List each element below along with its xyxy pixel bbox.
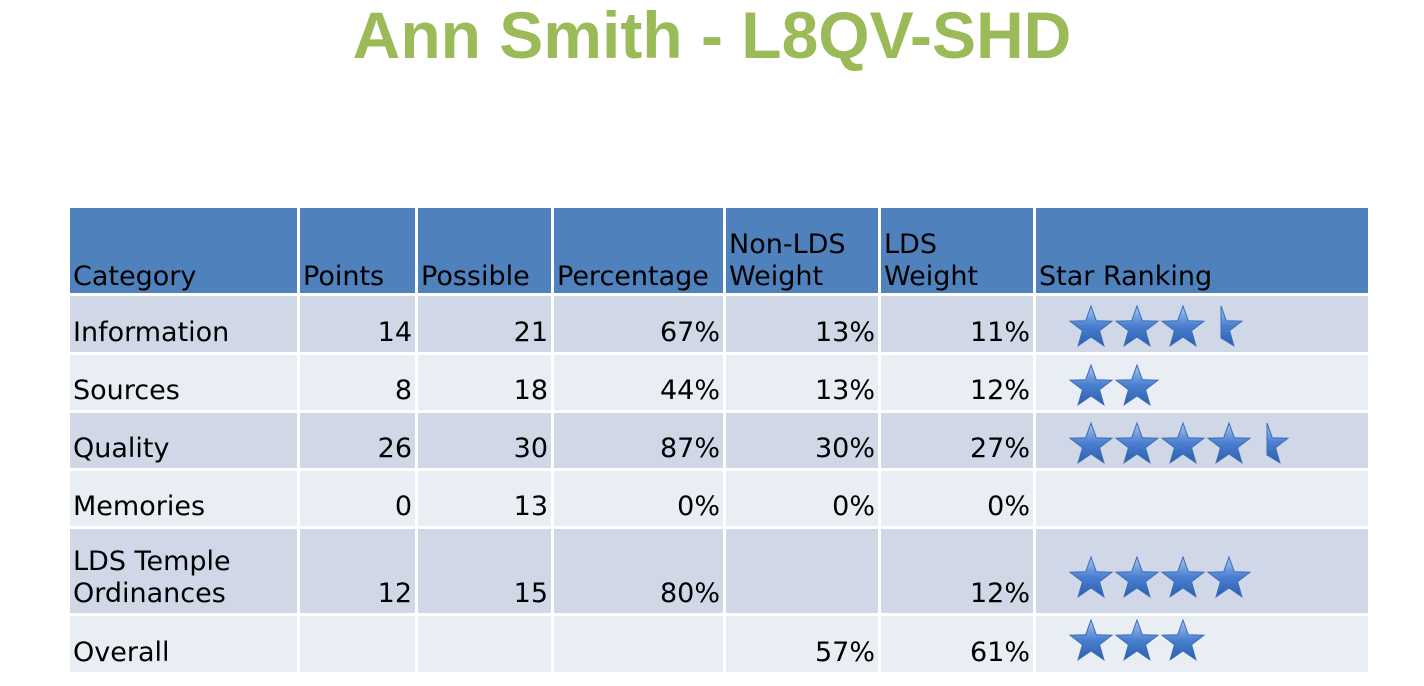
page-title: Ann Smith - L8QV-SHD bbox=[352, 0, 1072, 72]
category-cell: Memories bbox=[70, 471, 297, 526]
percentage-cell: 87% bbox=[554, 413, 723, 468]
star-rating bbox=[1068, 304, 1244, 347]
table-row: Overall 57% 61% bbox=[70, 616, 1368, 672]
points-cell: 12 bbox=[300, 529, 415, 613]
star-ranking-cell bbox=[1036, 471, 1368, 526]
possible-cell: 30 bbox=[418, 413, 551, 468]
table-row: Information 14 21 67% 13% 11% bbox=[70, 296, 1368, 352]
star-icon bbox=[1114, 304, 1160, 347]
category-cell: Information bbox=[70, 296, 297, 352]
points-cell: 8 bbox=[300, 355, 415, 410]
header-non-lds-weight: Non-LDS Weight bbox=[726, 208, 878, 293]
category-cell: LDS Temple Ordinances bbox=[70, 529, 297, 613]
star-icon bbox=[1068, 555, 1114, 598]
header-row: Category Points Possible Percentage Non-… bbox=[70, 208, 1368, 293]
star-icon bbox=[1114, 618, 1160, 661]
non-lds-weight-cell: 57% bbox=[726, 616, 878, 672]
star-rating bbox=[1068, 555, 1252, 598]
star-icon bbox=[1160, 618, 1206, 661]
star-icon bbox=[1206, 421, 1252, 464]
star-rating bbox=[1068, 618, 1206, 661]
points-cell bbox=[300, 616, 415, 672]
star-icon bbox=[1160, 421, 1206, 464]
star-icon bbox=[1114, 421, 1160, 464]
star-icon bbox=[1114, 363, 1160, 406]
star-ranking-cell bbox=[1036, 296, 1368, 352]
points-cell: 0 bbox=[300, 471, 415, 526]
possible-cell: 15 bbox=[418, 529, 551, 613]
possible-cell bbox=[418, 616, 551, 672]
percentage-cell: 44% bbox=[554, 355, 723, 410]
star-icon bbox=[1206, 555, 1252, 598]
star-ranking-cell bbox=[1036, 616, 1368, 672]
header-possible: Possible bbox=[418, 208, 551, 293]
table-row: Sources 8 18 44% 13% 12% bbox=[70, 355, 1368, 410]
star-rating bbox=[1068, 363, 1160, 406]
non-lds-weight-cell: 13% bbox=[726, 296, 878, 352]
star-icon bbox=[1068, 304, 1114, 347]
table-row: LDS Temple Ordinances 12 15 80% 12% bbox=[70, 529, 1368, 613]
percentage-cell: 0% bbox=[554, 471, 723, 526]
lds-weight-cell: 0% bbox=[881, 471, 1033, 526]
star-ranking-cell bbox=[1036, 529, 1368, 613]
header-lds-weight: LDS Weight bbox=[881, 208, 1033, 293]
lds-weight-cell: 11% bbox=[881, 296, 1033, 352]
percentage-cell: 67% bbox=[554, 296, 723, 352]
star-ranking-cell bbox=[1036, 413, 1368, 468]
non-lds-weight-cell: 13% bbox=[726, 355, 878, 410]
star-rating bbox=[1068, 421, 1290, 464]
non-lds-weight-cell: 0% bbox=[726, 471, 878, 526]
category-cell: Overall bbox=[70, 616, 297, 672]
percentage-cell bbox=[554, 616, 723, 672]
header-points: Points bbox=[300, 208, 415, 293]
points-cell: 26 bbox=[300, 413, 415, 468]
star-ranking-cell bbox=[1036, 355, 1368, 410]
star-icon bbox=[1160, 304, 1206, 347]
percentage-cell: 80% bbox=[554, 529, 723, 613]
half-star-icon bbox=[1220, 305, 1244, 347]
possible-cell: 13 bbox=[418, 471, 551, 526]
star-icon bbox=[1068, 421, 1114, 464]
score-table: Category Points Possible Percentage Non-… bbox=[67, 205, 1371, 675]
header-star-ranking: Star Ranking bbox=[1036, 208, 1368, 293]
lds-weight-cell: 12% bbox=[881, 355, 1033, 410]
star-icon bbox=[1114, 555, 1160, 598]
header-percentage: Percentage bbox=[554, 208, 723, 293]
non-lds-weight-cell: 30% bbox=[726, 413, 878, 468]
lds-weight-cell: 61% bbox=[881, 616, 1033, 672]
star-icon bbox=[1160, 555, 1206, 598]
possible-cell: 18 bbox=[418, 355, 551, 410]
star-icon bbox=[1068, 363, 1114, 406]
table-row: Memories 0 13 0% 0% 0% bbox=[70, 471, 1368, 526]
table-row: Quality 26 30 87% 30% 27% bbox=[70, 413, 1368, 468]
half-star-icon bbox=[1266, 422, 1290, 464]
star-icon bbox=[1068, 618, 1114, 661]
points-cell: 14 bbox=[300, 296, 415, 352]
possible-cell: 21 bbox=[418, 296, 551, 352]
lds-weight-cell: 27% bbox=[881, 413, 1033, 468]
lds-weight-cell: 12% bbox=[881, 529, 1033, 613]
category-cell: Sources bbox=[70, 355, 297, 410]
non-lds-weight-cell bbox=[726, 529, 878, 613]
category-cell: Quality bbox=[70, 413, 297, 468]
header-category: Category bbox=[70, 208, 297, 293]
